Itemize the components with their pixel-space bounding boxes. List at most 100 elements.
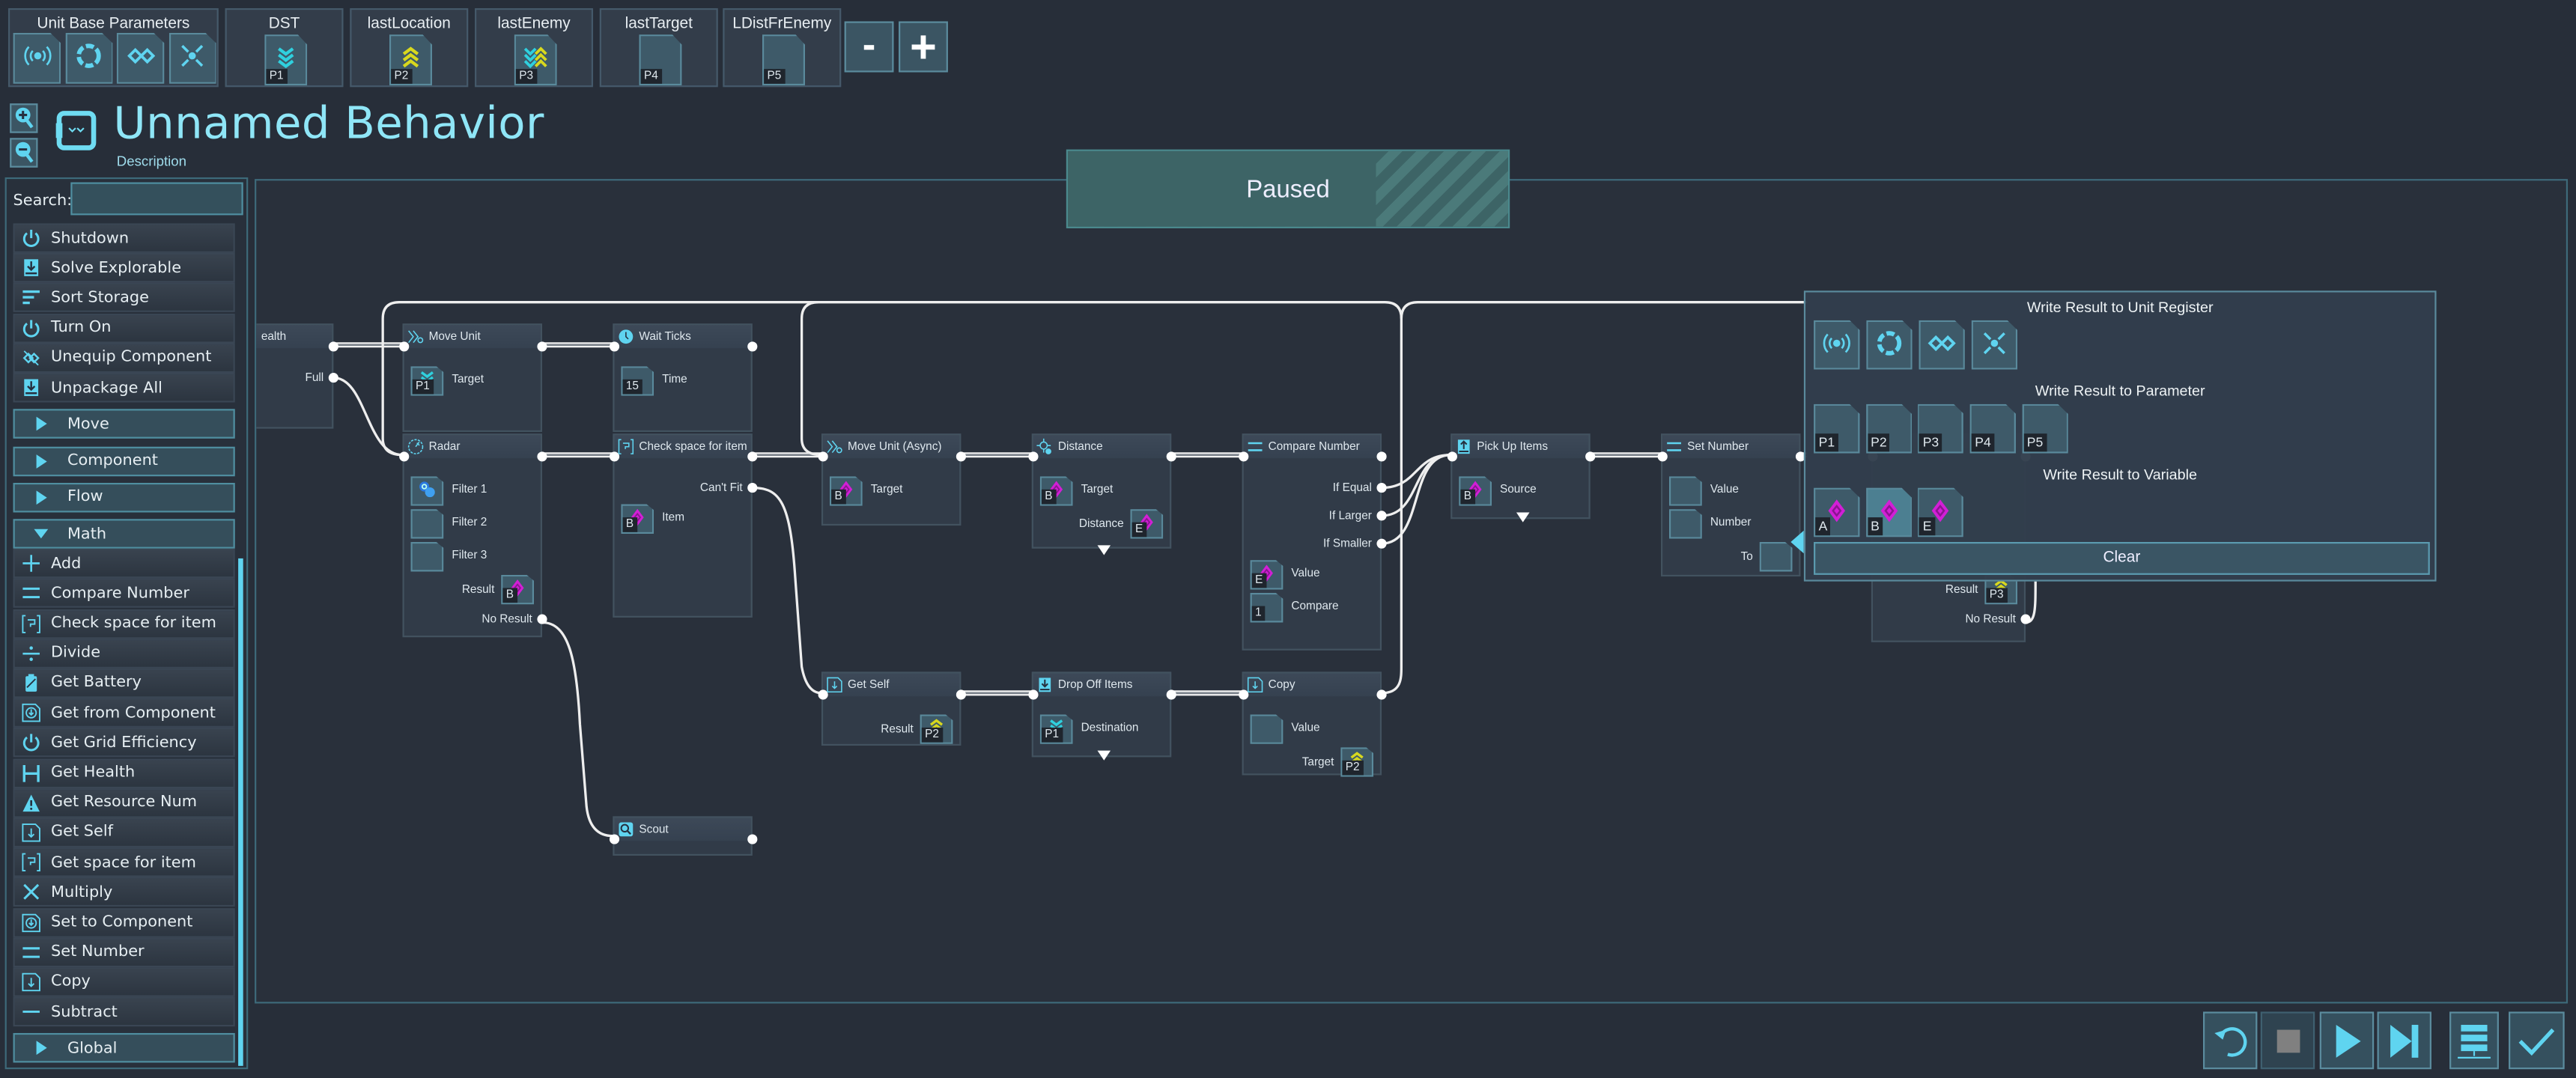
node-copy[interactable]: Copy Value P2 Target	[1239, 672, 1387, 777]
output-port[interactable]	[1376, 511, 1387, 521]
node-drop-off-items[interactable]: Drop Off Items P1 Destination	[1028, 672, 1176, 761]
node-radar[interactable]: Radar Filter 1 Filter 2 Filter 3 B Result No R…	[399, 433, 547, 638]
flow-in-port[interactable]	[818, 689, 828, 700]
parameter-option[interactable]: P4	[1969, 404, 2017, 454]
output-port[interactable]	[328, 373, 338, 383]
unit-register-signal-icon[interactable]	[13, 32, 61, 84]
parameter-tile[interactable]: P1	[264, 34, 308, 86]
slot-tile[interactable]	[1759, 541, 1793, 572]
parameter-name[interactable]: LDistFrEnemy	[732, 14, 832, 33]
slot-tile[interactable]	[410, 476, 444, 506]
output-port[interactable]	[747, 483, 758, 493]
unit-register-aperture-icon[interactable]	[64, 32, 113, 84]
category-component[interactable]: Component	[13, 445, 235, 476]
sidebar-item[interactable]: Get Self	[13, 817, 235, 847]
library-button[interactable]	[2449, 1011, 2499, 1070]
flow-in-port[interactable]	[399, 341, 410, 352]
variable-option[interactable]: E	[1918, 487, 1964, 538]
slot-tile[interactable]: P2	[920, 714, 953, 744]
sidebar-item[interactable]: Shutdown	[13, 223, 235, 253]
flow-out-port[interactable]	[747, 451, 758, 462]
variable-option[interactable]: B	[1865, 487, 1912, 538]
flow-in-port[interactable]	[399, 451, 410, 462]
flow-in-port[interactable]	[1028, 689, 1039, 700]
node-header[interactable]: Pick Up Items	[1452, 435, 1589, 459]
node-distance[interactable]: Distance B Target E Distance	[1028, 433, 1176, 555]
slot-tile[interactable]	[1668, 509, 1702, 539]
node-header[interactable]: Move Unit (Async)	[823, 435, 960, 459]
node-header[interactable]: Radar	[404, 435, 541, 459]
expand-dropdown-icon[interactable]	[1515, 512, 1529, 523]
flow-in-port[interactable]	[609, 451, 620, 462]
sidebar-item[interactable]: Copy	[13, 966, 235, 997]
slot-tile[interactable]: B	[1459, 476, 1492, 506]
slot-tile[interactable]	[1668, 476, 1702, 506]
register-option-signal[interactable]	[1814, 320, 1860, 370]
behavior-title[interactable]: Unnamed Behavior	[113, 98, 544, 150]
parameter-option[interactable]: P2	[1865, 404, 1912, 454]
register-option-link[interactable]	[1919, 320, 1965, 370]
category-global[interactable]: Global	[13, 1033, 235, 1064]
sidebar-item[interactable]: Subtract	[13, 996, 235, 1027]
sidebar-item[interactable]: Set to Component	[13, 907, 235, 937]
slot-tile[interactable]: B	[1039, 476, 1073, 506]
parameter-name[interactable]: lastTarget	[625, 14, 693, 33]
category-flow[interactable]: Flow	[13, 482, 235, 513]
confirm-button[interactable]	[2509, 1011, 2565, 1070]
node-set-number[interactable]: Set Number Value Number To	[1657, 433, 1806, 577]
output-port[interactable]	[2020, 614, 2031, 624]
sidebar-item[interactable]: Divide	[13, 638, 235, 669]
slot-tile[interactable]: E	[1130, 509, 1164, 539]
slot-tile[interactable]: P2	[1340, 747, 1374, 777]
remove-parameter-button[interactable]: -	[844, 21, 894, 73]
flow-out-port[interactable]	[747, 341, 758, 352]
slot-tile[interactable]: E	[1250, 560, 1284, 590]
node-get-self[interactable]: Get Self P2 Result	[818, 672, 967, 746]
sidebar-item[interactable]: Get Battery	[13, 668, 235, 698]
sidebar-item[interactable]: Unpackage All	[13, 373, 235, 403]
parameter-name[interactable]: DST	[268, 14, 300, 33]
node-header[interactable]: Wait Ticks	[614, 325, 751, 349]
behavior-description[interactable]: Description	[116, 153, 187, 169]
node-header[interactable]: Check space for item	[614, 435, 751, 459]
sidebar-item[interactable]: Get space for item	[13, 847, 235, 877]
node-header[interactable]: Copy	[1243, 673, 1380, 697]
node-scout[interactable]: Scout	[609, 816, 758, 856]
sidebar-item[interactable]: Multiply	[13, 877, 235, 907]
parameter-tile[interactable]: P2	[389, 34, 432, 86]
slot-tile[interactable]: P1	[1039, 714, 1073, 744]
slot-tile[interactable]: 15	[621, 366, 654, 396]
output-port[interactable]	[1376, 483, 1387, 493]
node-ealth[interactable]: ealth Full	[256, 323, 338, 429]
flow-out-port[interactable]	[1376, 689, 1387, 700]
sidebar-item[interactable]: Turn On	[13, 313, 235, 343]
flow-out-port[interactable]	[1376, 451, 1387, 462]
slot-tile[interactable]: B	[829, 476, 863, 506]
slot-tile[interactable]	[410, 541, 444, 572]
slot-tile[interactable]	[410, 509, 444, 539]
parameter-name[interactable]: lastLocation	[367, 14, 451, 33]
slot-tile[interactable]	[1250, 714, 1284, 744]
flow-in-port[interactable]	[1447, 451, 1457, 462]
register-option-aperture[interactable]	[1866, 320, 1913, 370]
output-port[interactable]	[1376, 538, 1387, 549]
flow-out-port[interactable]	[956, 451, 967, 462]
sidebar-item[interactable]: Get Resource Num	[13, 788, 235, 817]
flow-out-port[interactable]	[956, 689, 967, 700]
flow-out-port[interactable]	[747, 834, 758, 844]
sidebar-item[interactable]: Get from Component	[13, 698, 235, 728]
sidebar-item[interactable]: Compare Number	[13, 578, 235, 609]
node-header[interactable]: Drop Off Items	[1033, 673, 1170, 697]
node-pick-up-items[interactable]: Pick Up Items B Source	[1447, 433, 1596, 523]
zoom-out-button[interactable]	[10, 138, 38, 168]
flow-in-port[interactable]	[1657, 451, 1668, 462]
parameter-tile[interactable]: P3	[514, 34, 557, 86]
flow-in-port[interactable]	[1239, 689, 1249, 700]
node-header[interactable]: Get Self	[823, 673, 960, 697]
output-port[interactable]	[537, 614, 547, 624]
step-button[interactable]	[2377, 1011, 2431, 1070]
variable-option[interactable]: A	[1814, 487, 1860, 538]
restart-button[interactable]	[2202, 1011, 2258, 1070]
sidebar-item[interactable]: Add	[13, 548, 235, 579]
node-header[interactable]: Move Unit	[404, 325, 541, 349]
